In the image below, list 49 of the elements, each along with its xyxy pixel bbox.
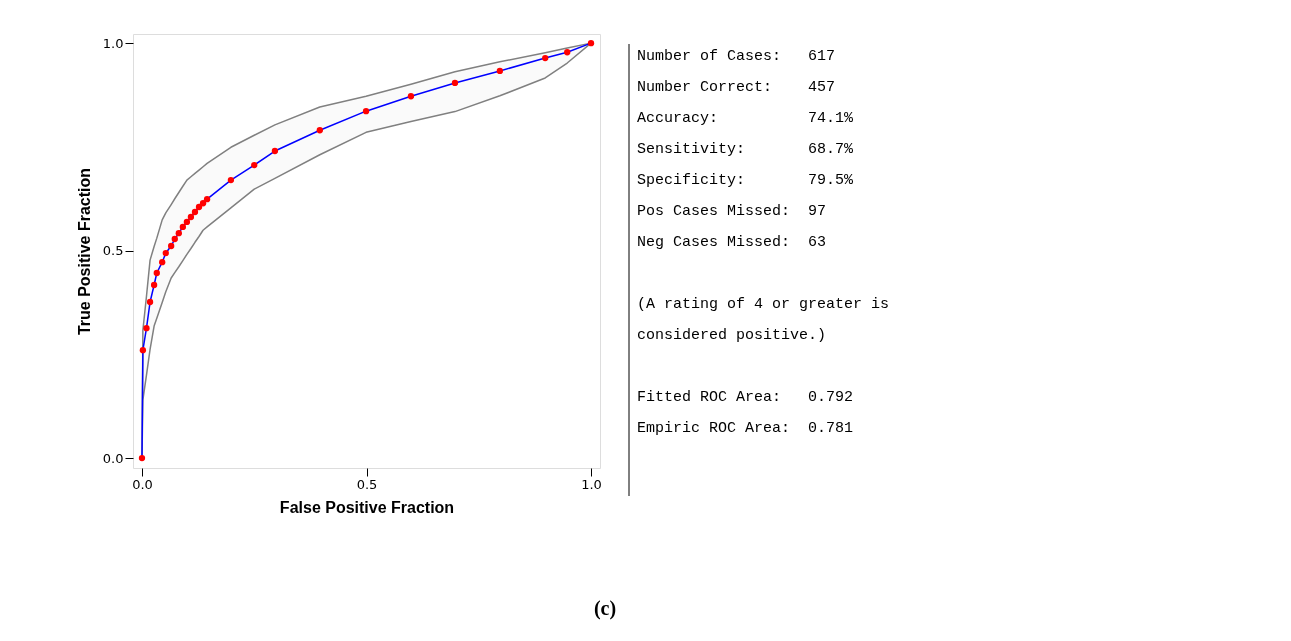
point [187,213,195,221]
point [271,147,279,155]
point [191,208,199,216]
text: Number of Cases: 617 [637,48,836,65]
point [171,235,178,243]
point [362,108,370,115]
text: considered positive.) [637,327,827,344]
point [179,223,187,231]
point [150,281,158,289]
text: Sensitivity: 68.7% [637,141,855,158]
point [143,325,150,332]
point [159,259,166,266]
point [564,49,571,56]
point [203,195,211,203]
point [451,79,459,87]
text: (A rating of 4 or greater is [637,296,890,313]
x-axis-title: False Positive Fraction [279,498,455,516]
text: Accuracy: 74.1% [637,110,855,127]
point [587,39,595,47]
point [162,249,169,257]
x-tick-label: 0.0 [132,476,153,492]
text: Fitted ROC Area: 0.792 [637,389,854,406]
point [146,298,154,306]
point [407,93,415,100]
point [168,242,175,250]
x-tick-label: 0.5 [356,476,378,492]
text: Empiric ROC Area: 0.781 [637,420,854,437]
point [251,161,258,169]
point [138,454,146,462]
text: Number Correct: 457 [637,79,836,96]
point [183,218,191,226]
point [199,200,207,207]
text: Specificity: 79.5% [637,172,855,189]
y-tick-label: 1.0 [102,35,124,51]
point [153,269,160,277]
y-axis-title: True Positive Fraction [75,167,93,336]
text: (c) [593,597,617,620]
text: Pos Cases Missed: 97 [637,203,827,220]
point [542,54,549,62]
y-tick-label: 0.0 [102,450,124,466]
point [195,203,203,211]
point [227,176,235,184]
x-tick-label: 1.0 [581,476,602,492]
y-tick-label: 0.5 [102,243,124,259]
point [496,67,504,75]
point [316,127,323,134]
point [139,347,147,354]
text: Neg Cases Missed: 63 [637,234,827,251]
point [175,230,182,237]
